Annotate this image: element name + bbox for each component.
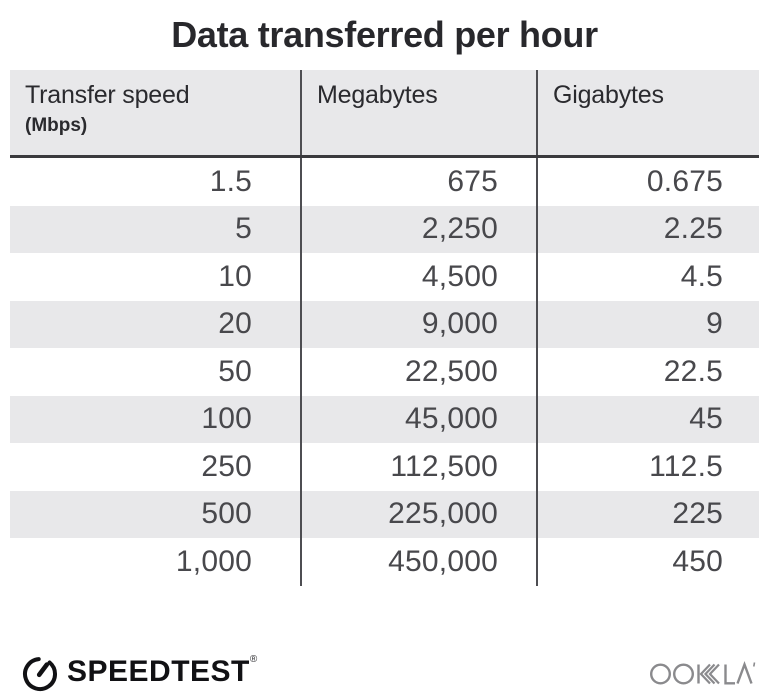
cell-gigabytes: 9 bbox=[706, 307, 723, 341]
cell-megabytes: 675 bbox=[302, 158, 538, 206]
header-transfer-speed: Transfer speed (Mbps) bbox=[10, 70, 302, 155]
header-gigabytes-label: Gigabytes bbox=[553, 81, 664, 109]
table-row: 1.5 675 0.675 bbox=[10, 158, 759, 206]
table-body: 1.5 675 0.675 5 2,250 2.25 10 4,500 4.5 … bbox=[10, 158, 759, 586]
cell-gigabytes: 0.675 bbox=[646, 164, 723, 198]
cell-transfer-speed: 500 bbox=[10, 490, 302, 538]
cell-transfer-speed: 100 bbox=[10, 395, 302, 443]
data-table: Transfer speed (Mbps) Megabytes Gigabyte… bbox=[10, 70, 759, 586]
table-header-row: Transfer speed (Mbps) Megabytes Gigabyte… bbox=[10, 70, 759, 158]
table-row: 10 4,500 4.5 bbox=[10, 253, 759, 301]
speedtest-gauge-icon bbox=[20, 652, 60, 692]
footer: SPEEDTEST® bbox=[20, 650, 757, 694]
registered-mark: ® bbox=[249, 654, 258, 665]
table-row: 500 225,000 225 bbox=[10, 490, 759, 538]
header-megabytes-label: Megabytes bbox=[317, 81, 438, 109]
table-row: 20 9,000 9 bbox=[10, 300, 759, 348]
header-transfer-speed-label: Transfer speed bbox=[25, 81, 190, 109]
cell-gigabytes: 225 bbox=[672, 497, 723, 531]
cell-transfer-speed: 50 bbox=[10, 348, 302, 396]
cell-megabytes: 22,500 bbox=[302, 348, 538, 396]
cell-megabytes: 45,000 bbox=[302, 395, 538, 443]
cell-megabytes: 9,000 bbox=[302, 300, 538, 348]
cell-gigabytes: 450 bbox=[672, 544, 723, 578]
cell-megabytes: 4,500 bbox=[302, 253, 538, 301]
cell-transfer-speed: 1,000 bbox=[10, 538, 302, 586]
cell-gigabytes: 112.5 bbox=[649, 449, 723, 483]
cell-gigabytes: 22.5 bbox=[663, 354, 723, 388]
header-megabytes: Megabytes bbox=[302, 70, 538, 155]
cell-megabytes: 450,000 bbox=[302, 538, 538, 586]
cell-gigabytes: 45 bbox=[689, 402, 723, 436]
table-row: 100 45,000 45 bbox=[10, 395, 759, 443]
speedtest-logo: SPEEDTEST® bbox=[20, 652, 258, 692]
cell-megabytes: 112,500 bbox=[302, 443, 538, 491]
ookla-wordmark bbox=[649, 656, 757, 688]
table-row: 5 2,250 2.25 bbox=[10, 205, 759, 253]
cell-transfer-speed: 1.5 bbox=[10, 158, 302, 206]
cell-transfer-speed: 10 bbox=[10, 253, 302, 301]
table-row: 250 112,500 112.5 bbox=[10, 443, 759, 491]
cell-transfer-speed: 20 bbox=[10, 300, 302, 348]
table-row: 1,000 450,000 450 bbox=[10, 538, 759, 586]
cell-gigabytes: 2.25 bbox=[663, 212, 723, 246]
table-row: 50 22,500 22.5 bbox=[10, 348, 759, 396]
speedtest-wordmark: SPEEDTEST® bbox=[67, 654, 258, 688]
header-gigabytes: Gigabytes bbox=[538, 70, 759, 155]
cell-transfer-speed: 5 bbox=[10, 205, 302, 253]
page-title: Data transferred per hour bbox=[171, 14, 598, 55]
header-transfer-speed-unit: (Mbps) bbox=[25, 115, 88, 136]
cell-transfer-speed: 250 bbox=[10, 443, 302, 491]
cell-gigabytes: 4.5 bbox=[680, 259, 723, 293]
cell-megabytes: 2,250 bbox=[302, 205, 538, 253]
ookla-logo bbox=[649, 656, 757, 688]
cell-megabytes: 225,000 bbox=[302, 490, 538, 538]
